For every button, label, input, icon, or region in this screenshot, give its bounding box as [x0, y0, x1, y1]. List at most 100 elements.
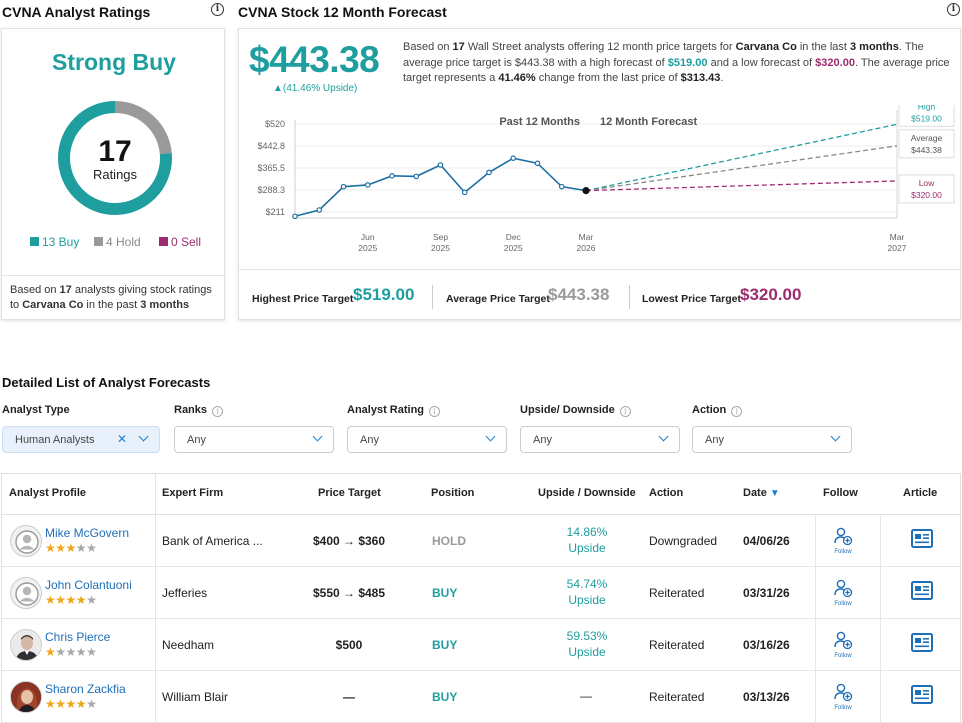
summary-company: Carvana Co	[735, 41, 797, 53]
analyst-forecast-table: Analyst Profile Expert Firm Price Target…	[1, 473, 961, 723]
forecast-title: CVNA Stock 12 Month Forecast	[238, 4, 447, 20]
ranks-select[interactable]: Any	[174, 426, 334, 453]
consensus-rating: Strong Buy	[52, 49, 176, 75]
ratings-donut	[58, 101, 172, 215]
action-select[interactable]: Any	[692, 426, 852, 453]
note-text: in the past	[83, 299, 141, 311]
summary-high: $519.00	[667, 56, 708, 69]
price-point	[292, 213, 298, 220]
details-title: Detailed List of Analyst Forecasts	[2, 375, 211, 390]
summary-text: in the last	[796, 41, 850, 53]
star-icon: ★	[55, 593, 66, 607]
x-tick-month: Jun	[361, 232, 375, 242]
upside-cell: 14.86% Upside	[547, 524, 627, 556]
upside-select[interactable]: Any	[520, 426, 680, 453]
upside-info-icon[interactable]: i	[619, 406, 631, 417]
upside-value: 59.53%	[566, 629, 608, 643]
col-header-target[interactable]: Price Target	[318, 487, 381, 499]
high-target-tag-label: High	[918, 105, 936, 111]
price-point	[316, 207, 323, 213]
follow-button[interactable]: Follow	[828, 630, 858, 659]
select-value: Any	[533, 434, 552, 446]
summary-text: change from the last price of	[535, 72, 681, 84]
analyst-rating-select[interactable]: Any	[347, 426, 507, 453]
ratings-note: Based on 17 analysts giving stock rating…	[10, 283, 220, 313]
price-point	[413, 173, 420, 180]
article-icon	[911, 685, 933, 704]
low-target-tag-label: Low	[919, 178, 935, 188]
analyst-name-link[interactable]: Sharon Zackfia	[45, 682, 126, 696]
star-icon: ★	[75, 697, 87, 711]
x-tick-year: 2025	[504, 243, 523, 253]
legend-hold: 4 Hold	[94, 235, 141, 249]
forecast-panel: $443.38 ▲(41.46% Upside) Based on 17 Wal…	[238, 28, 961, 320]
follow-button[interactable]: Follow	[828, 526, 858, 555]
average-target-tag-box	[898, 129, 955, 159]
position-badge: BUY	[432, 690, 458, 704]
ranks-info-icon[interactable]: i	[212, 406, 224, 417]
action-info-icon[interactable]: i	[731, 406, 743, 417]
price-target: $400 → $360	[312, 534, 386, 548]
select-value: Any	[705, 434, 724, 446]
y-tick-label: $442.8	[257, 141, 285, 151]
table-row: Sharon Zackfia ★★★★★ William Blair — BUY — Rei…	[2, 671, 960, 723]
clear-icon[interactable]: ✕	[116, 432, 127, 446]
rating-info-icon[interactable]: i	[429, 406, 441, 417]
article-button[interactable]	[911, 581, 933, 605]
x-tick-month: Dec	[506, 232, 522, 242]
article-button[interactable]	[911, 685, 933, 709]
star-icon: ★	[55, 697, 66, 711]
avatar[interactable]	[10, 525, 42, 557]
avatar[interactable]	[10, 681, 42, 713]
follow-label: Follow	[834, 549, 852, 555]
avatar[interactable]	[10, 629, 42, 661]
analyst-name-link[interactable]: Mike McGovern	[45, 526, 130, 540]
position-badge: HOLD	[432, 534, 466, 548]
price-forecast-chart: $520 $442.8 $365.5 $288.3 $211 Past 12 Months…	[257, 105, 955, 253]
col-header-action[interactable]: Action	[649, 487, 684, 499]
note-count: 17	[59, 284, 72, 296]
x-tick-month: Sep	[433, 232, 448, 242]
summary-low: $320.00	[815, 56, 855, 69]
summary-text: .	[720, 72, 724, 84]
buy-swatch	[30, 237, 39, 246]
ratings-info-icon[interactable]: i	[211, 3, 224, 16]
date-header-label: Date	[743, 487, 767, 499]
summary-text: Wall Street analysts offering 12 month p…	[464, 41, 736, 53]
analyst-rank-stars: ★★★★★	[45, 541, 97, 555]
highest-target-label: Highest Price Target	[252, 293, 354, 305]
article-button[interactable]	[911, 529, 933, 553]
col-header-upside[interactable]: Upside / Downside	[538, 487, 636, 499]
star-icon: ★	[45, 541, 56, 555]
summary-period: 3 months	[850, 41, 899, 53]
analyst-type-select[interactable]: Human Analysts ✕	[2, 426, 160, 453]
col-header-firm[interactable]: Expert Firm	[162, 487, 224, 499]
forecast-info-icon[interactable]: i	[947, 3, 960, 16]
filter-ranks-label: Ranks i	[174, 404, 224, 417]
article-button[interactable]	[911, 633, 933, 657]
analyst-name-link[interactable]: John Colantuoni	[45, 578, 132, 592]
high-target-tag-value: $519.00	[911, 113, 942, 123]
follow-button[interactable]: Follow	[828, 578, 858, 607]
past-12-months-label: Past 12 Months	[499, 116, 580, 128]
star-icon: ★	[75, 593, 87, 607]
col-header-date[interactable]: Date ▼	[743, 487, 780, 499]
column-divider	[155, 474, 156, 723]
price-target: $550 → $485	[312, 586, 386, 600]
price-point	[461, 189, 468, 196]
chevron-down-icon	[830, 431, 841, 442]
average-target-value: $443.38	[548, 285, 610, 304]
x-tick-year: 2027	[888, 243, 907, 253]
analyst-name-link[interactable]: Chris Pierce	[45, 630, 111, 644]
avatar[interactable]	[10, 577, 42, 609]
upside-cell: 59.53% Upside	[547, 628, 627, 660]
col-header-position[interactable]: Position	[431, 487, 475, 499]
chevron-down-icon	[485, 431, 496, 442]
note-text: analysts giving stock ratings to	[10, 284, 212, 311]
analyst-rank-stars: ★★★★★	[45, 697, 97, 711]
follow-button[interactable]: Follow	[828, 682, 858, 711]
table-row: Chris Pierce ★★★★★ Needham $500 BUY 59.53% Ups…	[2, 619, 960, 671]
stat-divider	[629, 285, 630, 309]
star-icon: ★	[65, 541, 77, 555]
donut-buy-segment	[58, 101, 172, 215]
